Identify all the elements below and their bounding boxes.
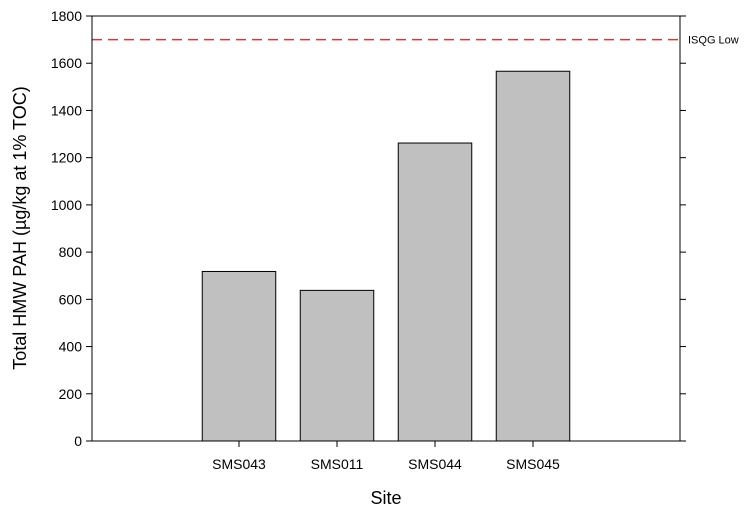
bars-layer — [201, 70, 571, 442]
x-tick-label: SMS044 — [408, 456, 462, 472]
bar-sms045 — [495, 70, 571, 442]
plot-area-frame — [91, 15, 681, 442]
y-tick-label: 600 — [59, 291, 83, 307]
y-tick-label: 1600 — [51, 55, 82, 71]
bar-sms043 — [201, 270, 277, 442]
y-tick-label: 800 — [59, 244, 83, 260]
x-axis: SMS043 SMS011 SMS044 SMS045 — [212, 441, 560, 472]
bar-sms011 — [299, 289, 375, 442]
y-tick-label: 1800 — [51, 8, 82, 24]
x-tick-label: SMS043 — [212, 456, 266, 472]
x-tick-label: SMS045 — [506, 456, 560, 472]
y-axis-title: Total HMW PAH (µg/kg at 1% TOC) — [10, 86, 30, 369]
y-tick-label: 1200 — [51, 150, 82, 166]
y-axis: 0 200 400 600 800 1000 1200 1400 1600 1800 — [51, 8, 686, 449]
y-tick-label: 1000 — [51, 197, 82, 213]
x-tick-label: SMS011 — [311, 456, 364, 472]
y-tick-label: 0 — [74, 433, 82, 449]
y-tick-label: 400 — [59, 339, 83, 355]
reference-line-label: ISQG Low — [688, 35, 739, 47]
y-tick-label: 200 — [59, 386, 83, 402]
y-tick-label: 1400 — [51, 102, 82, 118]
bar-sms044 — [397, 142, 473, 442]
reference-lines-layer: ISQG Low — [92, 35, 739, 47]
x-axis-title: Site — [370, 488, 401, 508]
